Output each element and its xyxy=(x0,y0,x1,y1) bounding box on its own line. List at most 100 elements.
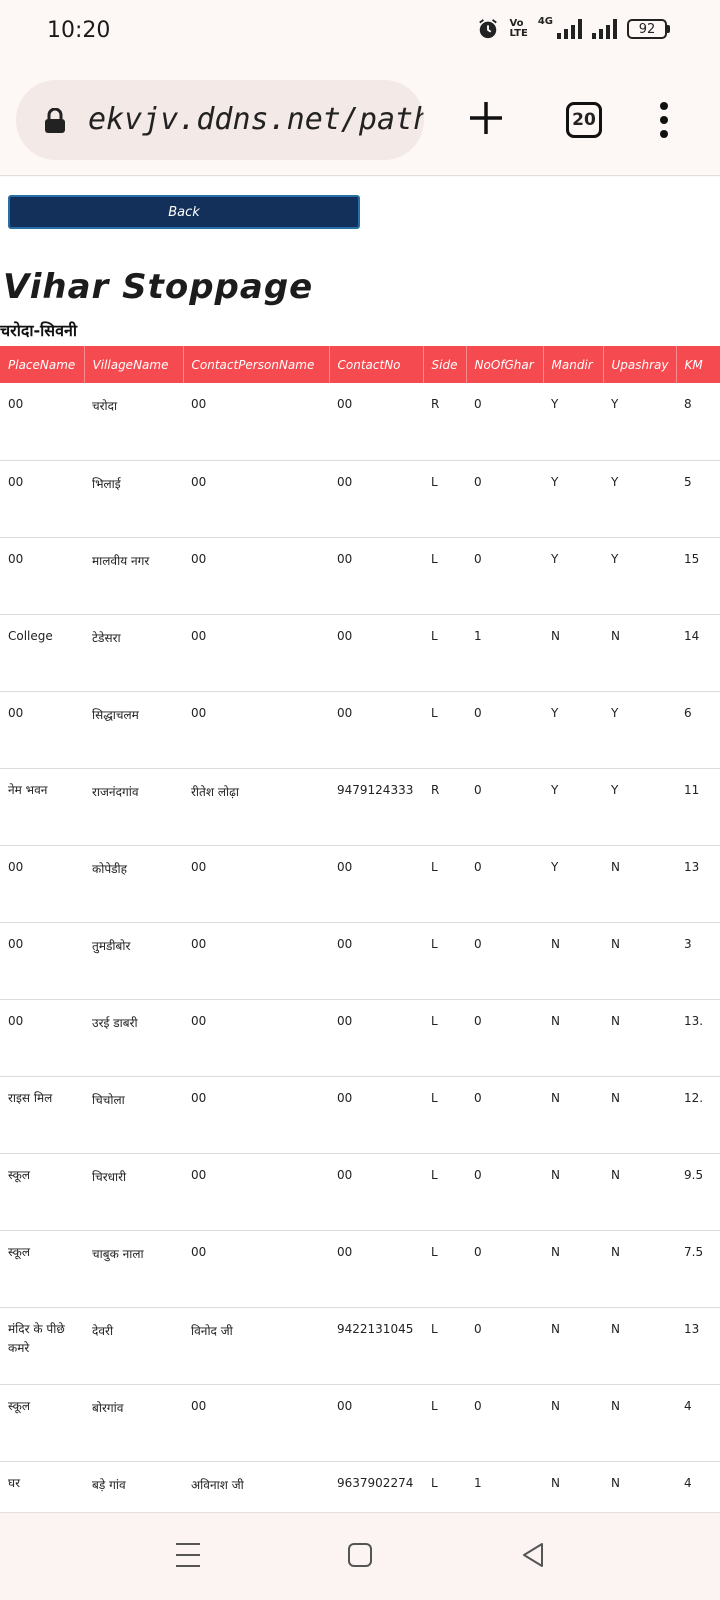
plus-icon[interactable] xyxy=(468,100,504,136)
signal-icon xyxy=(592,19,617,39)
cell-mandir: Y xyxy=(551,551,559,566)
header-km[interactable]: KM xyxy=(675,346,720,383)
address-bar[interactable]: ekvjv.ddns.net/pathshala xyxy=(16,80,424,160)
cell-village-name: देवरी xyxy=(92,1323,114,1338)
cell-contact-no: 00 xyxy=(337,1244,353,1259)
cell-no-of-ghar: 1 xyxy=(474,1475,482,1490)
cell-upashray: Y xyxy=(611,474,619,489)
cell-side: L xyxy=(431,1321,438,1336)
cell-contact-person-name: 00 xyxy=(191,936,207,951)
cell-contact-no: 00 xyxy=(337,628,353,643)
cell-side: R xyxy=(431,782,440,797)
cell-place-name: College xyxy=(8,628,53,643)
cell-contact-person-name: 00 xyxy=(191,1167,207,1182)
cell-contact-person-name: 00 xyxy=(191,397,207,411)
header-village-name[interactable]: VillageName xyxy=(83,346,183,383)
alarm-icon xyxy=(479,19,498,39)
cell-no-of-ghar: 0 xyxy=(474,1090,482,1105)
header-contact-person-name[interactable]: ContactPersonName xyxy=(182,346,329,383)
table-row: 00 भिलाई 00 00 L 0 Y Y 5 xyxy=(0,460,720,537)
cell-contact-person-name: 00 xyxy=(191,1244,207,1259)
signal-icon xyxy=(557,19,582,39)
cell-km: 7.5 xyxy=(684,1244,704,1259)
cell-village-name: मालवीय नगर xyxy=(92,553,150,568)
more-vert-icon[interactable] xyxy=(658,102,670,138)
recents-icon[interactable] xyxy=(176,1543,200,1567)
header-no-of-ghar[interactable]: NoOfGhar xyxy=(465,346,543,383)
table-row: स्कूल बोरगांव 00 00 L 0 N N 4 xyxy=(0,1384,720,1461)
cell-km: 11 xyxy=(684,782,700,797)
cell-upashray: N xyxy=(611,628,620,643)
route-label: चरोदा-सिवनी xyxy=(0,321,78,340)
cell-place-name: स्कूल xyxy=(8,1244,31,1259)
header-contact-no[interactable]: ContactNo xyxy=(328,346,423,383)
cell-village-name: चिचोला xyxy=(92,1092,125,1107)
cell-contact-no: 00 xyxy=(337,474,353,489)
cell-no-of-ghar: 0 xyxy=(474,936,482,951)
cell-side: L xyxy=(431,1475,438,1490)
cell-side: L xyxy=(431,1398,438,1413)
lock-icon[interactable] xyxy=(44,108,66,134)
cell-km: 3 xyxy=(684,936,692,951)
cell-upashray: N xyxy=(611,859,620,874)
header-upashray[interactable]: Upashray xyxy=(602,346,676,383)
cell-contact-no: 9422131045 xyxy=(337,1321,414,1336)
cell-place-name: मंदिर के पीछे कमरे xyxy=(8,1321,65,1355)
cell-side: L xyxy=(431,628,438,643)
cell-contact-no: 00 xyxy=(337,1013,353,1028)
cell-village-name: कोपेडीह xyxy=(92,861,128,876)
cell-place-name: नेम भवन xyxy=(8,782,48,797)
cell-contact-person-name: विनोद जी xyxy=(191,1323,233,1338)
cell-upashray: N xyxy=(611,1321,620,1336)
cell-mandir: N xyxy=(551,1475,560,1490)
cell-mandir: N xyxy=(551,1321,560,1336)
cell-mandir: N xyxy=(551,1398,560,1413)
cell-km: 5 xyxy=(684,474,692,489)
cell-km: 4 xyxy=(684,1398,692,1413)
cell-village-name: तुमडीबोर xyxy=(92,938,131,953)
table-row: स्कूल चाबुक नाला 00 00 L 0 N N 7.5 xyxy=(0,1230,720,1307)
header-side[interactable]: Side xyxy=(422,346,466,383)
table-row: 00 सिद्धाचलम 00 00 L 0 Y Y 6 xyxy=(0,691,720,768)
web-page: Back Vihar Stoppage चरोदा-सिवनी PlaceNam… xyxy=(0,177,720,1512)
cell-no-of-ghar: 0 xyxy=(474,1321,482,1336)
cell-contact-person-name: 00 xyxy=(191,859,207,874)
cell-upashray: N xyxy=(611,1167,620,1182)
table-row: 00 चरोदा 00 00 R 0 Y Y 8 xyxy=(0,383,720,460)
battery-level: 92 xyxy=(627,19,667,39)
cell-no-of-ghar: 0 xyxy=(474,1167,482,1182)
back-icon[interactable] xyxy=(520,1541,546,1569)
back-button[interactable]: Back xyxy=(8,195,360,229)
cell-upashray: N xyxy=(611,1090,620,1105)
cell-place-name: 00 xyxy=(8,1013,24,1028)
home-icon[interactable] xyxy=(348,1543,372,1567)
tabs-icon[interactable]: 20 xyxy=(566,102,602,138)
cell-contact-no: 00 xyxy=(337,1398,353,1413)
cell-village-name: चाबुक नाला xyxy=(92,1246,144,1261)
cell-upashray: Y xyxy=(611,397,619,411)
cell-mandir: N xyxy=(551,936,560,951)
url-text[interactable]: ekvjv.ddns.net/pathshala xyxy=(88,102,424,137)
cell-km: 12. xyxy=(684,1090,704,1105)
cell-contact-no: 9637902274 xyxy=(337,1475,414,1490)
status-icons: Vo LTE 4G 92 xyxy=(477,15,670,40)
cell-no-of-ghar: 0 xyxy=(474,474,482,489)
network-type: 4G xyxy=(537,15,553,27)
cell-village-name: बड़े गांव xyxy=(92,1477,126,1492)
table-row: घर बड़े गांव अविनाश जी 9637902274 L 1 N N 4 xyxy=(0,1461,720,1512)
cell-upashray: N xyxy=(611,1398,620,1413)
cell-side: L xyxy=(431,474,438,489)
cell-mandir: Y xyxy=(551,859,559,874)
cell-place-name: 00 xyxy=(8,705,24,720)
cell-contact-no: 00 xyxy=(337,551,353,566)
table-row: 00 तुमडीबोर 00 00 L 0 N N 3 xyxy=(0,922,720,999)
header-place-name[interactable]: PlaceName xyxy=(8,357,76,372)
cell-contact-person-name: 00 xyxy=(191,1398,207,1413)
header-mandir[interactable]: Mandir xyxy=(542,346,603,383)
cell-side: L xyxy=(431,859,438,874)
table-row: 00 कोपेडीह 00 00 L 0 Y N 13 xyxy=(0,845,720,922)
stoppage-table: PlaceName VillageName ContactPersonName … xyxy=(0,346,720,1512)
volte-icon: Vo LTE xyxy=(509,18,528,39)
cell-place-name: 00 xyxy=(8,397,24,411)
table-row: 00 उरई डाबरी 00 00 L 0 N N 13. xyxy=(0,999,720,1076)
